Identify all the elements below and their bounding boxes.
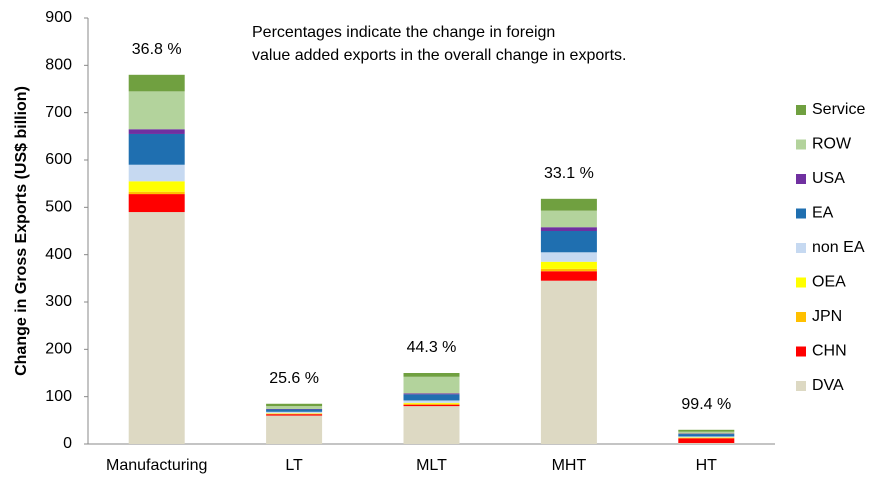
legend-label: DVA (812, 377, 844, 394)
bar-segment (128, 74, 185, 92)
bar-segment (128, 181, 185, 192)
legend-swatch (796, 105, 806, 115)
legend-swatch (796, 208, 806, 219)
bar-segment (540, 261, 597, 269)
legend-label: non EA (812, 239, 865, 256)
bar-segment (678, 436, 735, 438)
legend-label: ROW (812, 136, 852, 153)
y-tick-label: 900 (45, 9, 72, 26)
x-tick-label: Manufacturing (106, 457, 207, 474)
bar-segment (540, 198, 597, 211)
bar-segment (128, 164, 185, 182)
bar-label: 33.1 % (544, 165, 594, 182)
bar-segment (266, 403, 323, 407)
note-line: value added exports in the overall chang… (252, 47, 626, 64)
legend-label: CHN (812, 343, 847, 360)
bar-segment (540, 280, 597, 444)
bar-segment (403, 403, 460, 405)
x-tick-label: LT (285, 457, 303, 474)
y-tick-label: 300 (45, 293, 72, 310)
bar-segment (678, 431, 735, 434)
bar-segment (540, 227, 597, 231)
y-tick-label: 500 (45, 199, 72, 216)
legend-swatch (796, 346, 806, 357)
bar-segment (403, 373, 460, 377)
y-tick-label: 700 (45, 104, 72, 121)
bar-segment (128, 212, 185, 444)
note-line: Percentages indicate the change in forei… (252, 24, 555, 41)
y-tick-label: 400 (45, 246, 72, 263)
y-tick-label: 200 (45, 341, 72, 358)
bar-segment (403, 400, 460, 403)
legend-label: JPN (812, 308, 842, 325)
legend-swatch (796, 277, 806, 288)
legend-swatch (796, 139, 806, 150)
bar-segment (540, 252, 597, 262)
bar-segment (540, 231, 597, 253)
legend-swatch (796, 312, 806, 322)
bar-segment (403, 376, 460, 394)
y-tick-label: 600 (45, 151, 72, 168)
bar-segment (128, 133, 185, 165)
bar-segment (266, 409, 323, 412)
bar-segment (678, 429, 735, 432)
bar-label: 99.4 % (681, 396, 731, 413)
bar-segment (266, 411, 323, 414)
bar-segment (403, 406, 460, 444)
bar-segment (403, 394, 460, 401)
bar-segment (128, 91, 185, 130)
bar-label: 44.3 % (407, 339, 457, 356)
bar-segment (266, 406, 323, 409)
x-tick-label: MLT (416, 457, 447, 474)
bar-segment (678, 443, 735, 444)
legend-label: OEA (812, 274, 846, 291)
bar-segment (678, 438, 735, 444)
legend-swatch (796, 243, 806, 253)
bar-segment (540, 210, 597, 228)
bar-segment (403, 402, 460, 404)
legend-label: Service (812, 101, 865, 118)
x-tick-label: MHT (552, 457, 587, 474)
bar-label: 36.8 % (132, 41, 182, 58)
legend-label: USA (812, 170, 845, 187)
bar-segment (266, 415, 323, 444)
y-tick-label: 0 (63, 435, 72, 452)
bar-segment (128, 194, 185, 213)
bar-segment (403, 393, 460, 395)
legend-label: EA (812, 205, 834, 222)
bar-segment (403, 404, 460, 407)
x-tick-label: HT (696, 457, 718, 474)
y-tick-label: 800 (45, 57, 72, 74)
legend-swatch (796, 381, 806, 391)
bar-segment (540, 271, 597, 281)
bar-segment (540, 268, 597, 272)
bar-segment (128, 191, 185, 195)
bar-label: 25.6 % (269, 370, 319, 387)
bar-segment (678, 434, 735, 437)
bar-segment (266, 414, 323, 416)
legend-swatch (796, 174, 806, 184)
y-tick-label: 100 (45, 388, 72, 405)
y-axis-title: Change in Gross Exports (US$ billion) (13, 86, 30, 376)
bar-segment (128, 129, 185, 134)
